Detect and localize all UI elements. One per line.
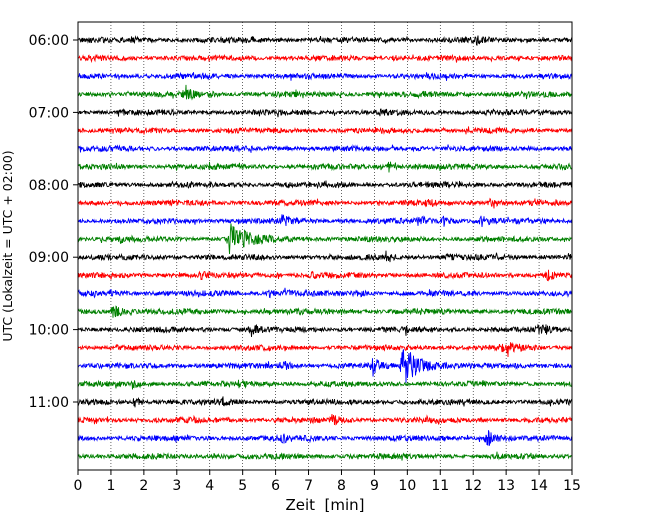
x-tick-label: 6 bbox=[271, 478, 280, 494]
trace-row bbox=[77, 108, 573, 118]
y-tick-label: 10:00 bbox=[29, 323, 69, 339]
trace-layer bbox=[77, 35, 573, 461]
x-tick-label: 2 bbox=[139, 478, 148, 494]
x-tick-label: 11 bbox=[431, 478, 449, 494]
x-tick-label: 9 bbox=[370, 478, 379, 494]
trace-row bbox=[77, 180, 573, 190]
trace-row bbox=[77, 396, 573, 408]
x-tick-label: 3 bbox=[172, 478, 181, 494]
x-tick-label: 14 bbox=[530, 478, 548, 494]
x-tick-label: 1 bbox=[106, 478, 115, 494]
x-tick-label: 13 bbox=[497, 478, 515, 494]
x-tick-label: 10 bbox=[398, 478, 416, 494]
x-tick-label: 15 bbox=[563, 478, 581, 494]
trace-row bbox=[77, 287, 573, 299]
y-tick-label: 09:00 bbox=[29, 250, 69, 266]
x-tick-label: 4 bbox=[205, 478, 214, 494]
y-tick-label: 07:00 bbox=[29, 105, 69, 121]
trace-row bbox=[77, 53, 573, 64]
trace-row bbox=[77, 143, 573, 153]
trace-row bbox=[77, 84, 573, 101]
trace-row bbox=[77, 214, 573, 227]
trace-row bbox=[77, 126, 573, 135]
x-tick-label: 0 bbox=[74, 478, 83, 494]
trace-row bbox=[77, 349, 573, 383]
trace-row bbox=[77, 413, 573, 426]
trace-row bbox=[77, 323, 573, 338]
x-axis: 0 1 2 3 4 5 6 7 8 9 10 11 12 13 14 15 bbox=[74, 470, 581, 494]
trace-row bbox=[77, 223, 573, 255]
x-tick-label: 7 bbox=[304, 478, 313, 494]
x-axis-label: Zeit [min] bbox=[285, 496, 364, 514]
trace-row bbox=[77, 451, 573, 461]
y-tick-label: 08:00 bbox=[29, 178, 69, 194]
trace-row bbox=[77, 250, 573, 263]
x-tick-label: 12 bbox=[464, 478, 482, 494]
y-axis-label: UTC (Lokalzeit = UTC + 02:00) bbox=[0, 150, 15, 341]
trace-row bbox=[77, 269, 573, 282]
trace-row bbox=[77, 161, 573, 173]
y-tick-label: 11:00 bbox=[29, 395, 69, 411]
trace-row bbox=[77, 71, 573, 81]
trace-row bbox=[77, 305, 573, 318]
trace-row bbox=[77, 35, 573, 46]
y-axis: 06:00 07:00 08:00 09:00 10:00 11:00 bbox=[29, 33, 78, 411]
y-tick-label: 06:00 bbox=[29, 33, 69, 49]
trace-row bbox=[77, 430, 573, 446]
plot-frame bbox=[77, 21, 573, 471]
trace-row bbox=[77, 379, 573, 390]
x-tick-label: 8 bbox=[337, 478, 346, 494]
trace-row bbox=[77, 197, 573, 209]
trace-row bbox=[77, 341, 573, 358]
x-tick-label: 5 bbox=[238, 478, 247, 494]
